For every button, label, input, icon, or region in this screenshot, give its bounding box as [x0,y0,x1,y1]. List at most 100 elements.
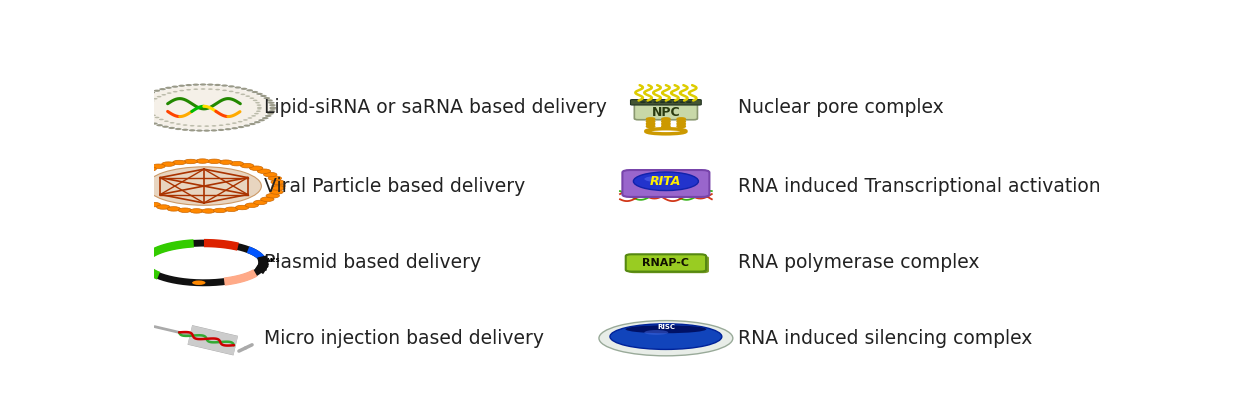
Circle shape [248,117,252,119]
Circle shape [132,105,138,107]
Circle shape [220,160,232,164]
Circle shape [178,208,191,213]
Circle shape [243,119,248,121]
Circle shape [123,181,137,185]
Circle shape [265,115,271,117]
Circle shape [647,101,653,103]
Circle shape [132,196,146,201]
Circle shape [253,99,258,101]
Circle shape [253,200,267,205]
Circle shape [205,125,209,127]
Text: MCS: MCS [267,258,280,263]
Circle shape [186,89,191,91]
Circle shape [268,176,281,181]
Circle shape [148,92,155,94]
Circle shape [249,123,255,125]
Circle shape [211,125,216,126]
Circle shape [190,125,195,126]
Text: RNA polymerase complex: RNA polymerase complex [738,253,979,272]
Circle shape [179,90,184,92]
Circle shape [246,203,258,208]
Circle shape [184,159,197,164]
Circle shape [232,122,237,124]
Circle shape [136,170,149,174]
Circle shape [138,86,269,129]
Text: Lipid-siRNA or saRNA based delivery: Lipid-siRNA or saRNA based delivery [264,98,607,117]
Circle shape [673,101,679,103]
Circle shape [666,101,673,103]
Circle shape [226,124,231,125]
Circle shape [686,101,692,103]
Circle shape [680,101,685,103]
Circle shape [211,129,217,131]
FancyBboxPatch shape [626,254,706,272]
Circle shape [133,112,141,114]
Circle shape [153,89,160,92]
Circle shape [252,91,258,93]
Circle shape [122,185,136,189]
Circle shape [234,92,239,94]
Circle shape [268,102,275,104]
Circle shape [246,95,251,97]
Circle shape [147,105,152,106]
Text: NPC: NPC [652,106,680,119]
FancyBboxPatch shape [628,256,708,273]
Circle shape [151,122,158,125]
Circle shape [207,159,221,163]
Circle shape [176,123,181,125]
Circle shape [168,127,175,129]
Circle shape [254,113,259,114]
Circle shape [653,101,659,103]
Circle shape [201,88,205,90]
Circle shape [249,166,263,171]
Circle shape [231,127,238,129]
Circle shape [194,89,199,90]
Circle shape [238,126,244,128]
Circle shape [221,84,228,87]
Circle shape [157,96,162,97]
Circle shape [217,129,225,131]
Circle shape [257,104,262,106]
Circle shape [147,121,153,123]
Circle shape [243,124,251,127]
Text: Micro injection based delivery: Micro injection based delivery [264,329,544,348]
Circle shape [146,107,151,109]
Circle shape [162,162,175,166]
Circle shape [228,85,234,87]
Circle shape [267,193,279,198]
Circle shape [148,112,153,114]
Circle shape [143,167,157,171]
Circle shape [228,91,233,92]
Circle shape [660,101,665,103]
Circle shape [147,202,160,207]
Circle shape [138,116,146,119]
Circle shape [165,87,172,89]
Circle shape [170,122,174,124]
Circle shape [132,107,138,109]
Circle shape [125,189,137,193]
Circle shape [267,112,274,115]
Circle shape [147,110,152,111]
Circle shape [271,186,285,190]
Ellipse shape [626,325,706,333]
Circle shape [238,121,243,122]
Circle shape [162,126,169,128]
Circle shape [193,84,199,86]
Circle shape [127,193,141,197]
Circle shape [257,107,262,109]
FancyBboxPatch shape [631,99,701,105]
Circle shape [241,88,247,90]
Circle shape [132,109,139,112]
Text: RNA induced Transcriptional activation: RNA induced Transcriptional activation [738,176,1101,196]
Circle shape [260,197,274,201]
Circle shape [258,119,265,121]
Circle shape [252,115,255,116]
Circle shape [149,100,154,102]
Circle shape [197,125,202,127]
Ellipse shape [644,176,669,182]
Circle shape [264,172,276,177]
Circle shape [271,184,285,188]
Circle shape [209,88,212,90]
Text: Viral Particle based delivery: Viral Particle based delivery [264,176,526,196]
Circle shape [183,124,188,126]
